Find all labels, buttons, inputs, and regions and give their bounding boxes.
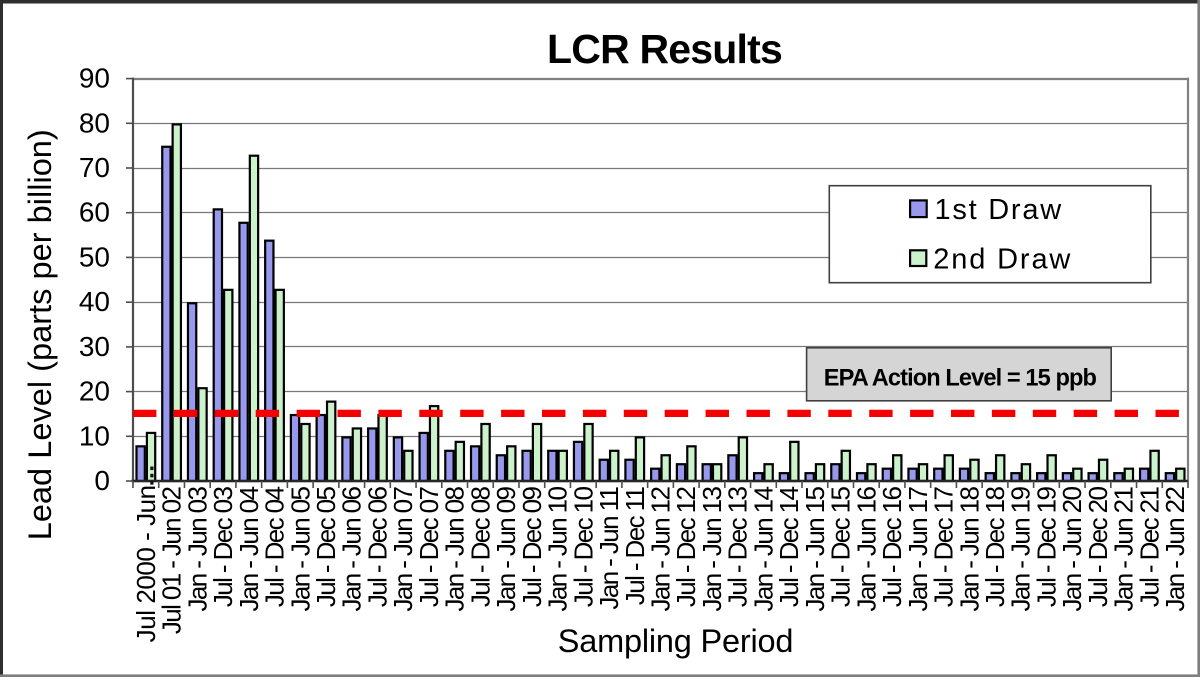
svg-text:1st Draw: 1st Draw	[935, 194, 1063, 226]
svg-text:Jul - Dec 12: Jul - Dec 12	[671, 486, 701, 607]
svg-text:Jan - Jun 21: Jan - Jun 21	[1109, 486, 1139, 611]
svg-text:Jan - Jun 03: Jan - Jun 03	[182, 486, 212, 611]
svg-text:Jan - Jun 09: Jan - Jun 09	[491, 486, 521, 611]
svg-text:Jul - Dec 14: Jul - Dec 14	[774, 486, 804, 607]
svg-text:Jul - Dec 18: Jul - Dec 18	[980, 486, 1010, 607]
svg-text:Lead Level (parts per billion): Lead Level (parts per billion)	[21, 129, 58, 540]
svg-text:Jul - Dec 07: Jul - Dec 07	[414, 486, 444, 607]
svg-text:Sampling Period: Sampling Period	[558, 623, 793, 659]
svg-text:0: 0	[94, 465, 110, 496]
svg-text:Jul - Dec 19: Jul - Dec 19	[1031, 486, 1061, 607]
svg-text:10: 10	[79, 420, 110, 451]
svg-text:Jan - Jun 14: Jan - Jun 14	[748, 486, 778, 611]
svg-text:Jan - Jun 18: Jan - Jun 18	[954, 486, 984, 611]
svg-text:Jul - Dec 17: Jul - Dec 17	[929, 486, 959, 607]
svg-text:30: 30	[79, 331, 110, 362]
svg-text:Jul - Dec 09: Jul - Dec 09	[517, 486, 547, 607]
svg-text:Jan - Jun 17: Jan - Jun 17	[903, 486, 933, 611]
svg-text:Jan - Jun 19: Jan - Jun 19	[1006, 486, 1036, 611]
svg-text:Jan - Jun 10: Jan - Jun 10	[543, 486, 573, 611]
svg-text:Jul - Dec 06: Jul - Dec 06	[362, 486, 392, 607]
svg-text:Jul - Dec 10: Jul - Dec 10	[568, 486, 598, 607]
svg-text:Jan - Jun 08: Jan - Jun 08	[440, 486, 470, 611]
svg-text:Jan - Jun 22: Jan - Jun 22	[1160, 486, 1190, 611]
svg-text:70: 70	[79, 152, 110, 183]
svg-text:2nd Draw: 2nd Draw	[933, 243, 1072, 275]
svg-text:LCR Results: LCR Results	[547, 26, 782, 72]
svg-text:Jul 01 - Jun 02: Jul 01 - Jun 02	[157, 486, 187, 634]
svg-text:90: 90	[79, 63, 110, 94]
svg-text:Jul - Dec 03: Jul - Dec 03	[208, 486, 238, 607]
svg-text:Jan - Jun 07: Jan - Jun 07	[388, 486, 418, 611]
svg-text:20: 20	[79, 376, 110, 407]
svg-text:Jan - Jun 15: Jan - Jun 15	[800, 486, 830, 611]
svg-text:50: 50	[79, 241, 110, 272]
svg-text:Jul - Dec 05: Jul - Dec 05	[311, 486, 341, 607]
svg-text:Jan - Jun 16: Jan - Jun 16	[851, 486, 881, 611]
svg-text:60: 60	[79, 197, 110, 228]
svg-text:Jul - Dec 16: Jul - Dec 16	[877, 486, 907, 607]
svg-text:Jan - Jun 13: Jan - Jun 13	[697, 486, 727, 611]
svg-text:Jul - Dec 20: Jul - Dec 20	[1083, 486, 1113, 607]
svg-text:Jan - Jun 06: Jan - Jun 06	[337, 486, 367, 611]
svg-text:80: 80	[79, 107, 110, 138]
svg-text:Jan - Jun 20: Jan - Jun 20	[1057, 486, 1087, 611]
svg-text:EPA Action Level = 15 ppb: EPA Action Level = 15 ppb	[824, 366, 1097, 392]
svg-text:Jan - Jun 12: Jan - Jun 12	[646, 486, 676, 611]
svg-text:Jul - Dec 21: Jul - Dec 21	[1134, 486, 1164, 607]
svg-text:Jul - Dec 11: Jul - Dec 11	[620, 486, 650, 605]
svg-text:Jan - Jun 04: Jan - Jun 04	[234, 486, 264, 611]
svg-text:Jul - Dec 15: Jul - Dec 15	[826, 486, 856, 607]
svg-text:Jul - Dec 04: Jul - Dec 04	[260, 486, 290, 607]
svg-text:Jan - Jun 11: Jan - Jun 11	[594, 486, 624, 609]
svg-text:40: 40	[79, 286, 110, 317]
svg-text:Jul 2000 - Jun: Jul 2000 - Jun	[131, 485, 161, 642]
svg-text:Jul - Dec 08: Jul - Dec 08	[465, 486, 495, 607]
svg-text:Jul - Dec 13: Jul - Dec 13	[723, 486, 753, 607]
svg-text:Jan - Jun 05: Jan - Jun 05	[285, 486, 315, 611]
